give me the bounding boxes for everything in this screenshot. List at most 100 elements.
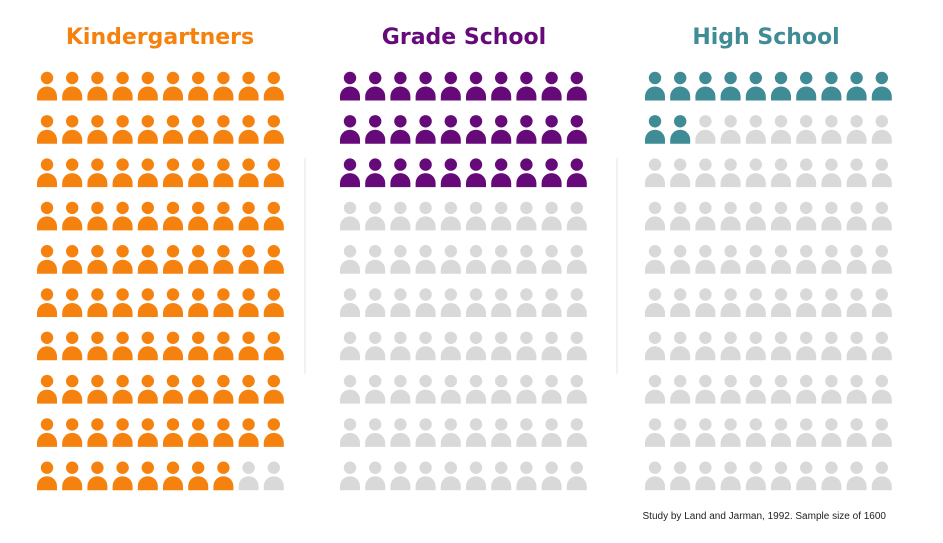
person-icon: [37, 374, 57, 404]
person-icon: [796, 374, 817, 404]
person-icon: [491, 418, 512, 447]
person-icon: [720, 418, 741, 447]
person-icon: [796, 461, 817, 491]
person-icon: [466, 374, 486, 404]
person-icon: [263, 201, 284, 231]
person-icon: [340, 461, 360, 491]
person-icon: [390, 71, 411, 101]
person-icon: [365, 245, 386, 274]
person-icon: [188, 158, 209, 188]
person-icon: [541, 461, 562, 491]
person-icon: [491, 245, 512, 274]
person-icon: [213, 374, 234, 404]
person-icon: [87, 461, 108, 491]
person-icon: [340, 418, 360, 447]
person-icon: [238, 245, 259, 274]
person-icon: [213, 71, 234, 101]
person-icon: [37, 331, 57, 361]
person-icon: [137, 201, 158, 231]
person-icon: [238, 115, 259, 144]
person-icon: [62, 461, 83, 491]
person-icon: [263, 418, 284, 447]
person-icon: [62, 115, 83, 144]
person-icon: [645, 418, 665, 447]
person-icon: [541, 71, 562, 101]
person-icon: [846, 201, 867, 231]
person-icon: [566, 115, 587, 144]
person-icon: [440, 71, 461, 101]
person-icon: [390, 374, 411, 404]
person-icon: [112, 201, 133, 231]
person-icon: [871, 71, 892, 101]
person-icon: [541, 374, 562, 404]
person-icon: [163, 461, 183, 491]
person-icon: [745, 331, 766, 361]
person-icon: [670, 115, 691, 144]
person-icon: [415, 158, 436, 188]
person-icon: [670, 245, 691, 274]
person-icon: [871, 374, 892, 404]
person-icon: [720, 158, 741, 188]
person-icon: [846, 331, 867, 361]
person-icon: [263, 331, 284, 361]
person-icon: [238, 288, 259, 317]
person-icon: [188, 331, 209, 361]
person-icon: [62, 201, 83, 231]
person-icon: [796, 71, 817, 101]
person-icon: [37, 418, 57, 447]
person-icon: [466, 158, 486, 188]
person-icon: [340, 331, 360, 361]
person-icon: [695, 158, 716, 188]
person-icon: [365, 115, 386, 144]
person-icon: [137, 115, 158, 144]
person-icon: [62, 245, 83, 274]
person-icon: [871, 245, 892, 274]
person-icon: [112, 245, 133, 274]
person-icon: [37, 288, 57, 317]
person-icon: [720, 115, 741, 144]
panel-title-kindergartners: Kindergartners: [66, 25, 254, 50]
person-icon: [821, 115, 842, 144]
person-icon: [37, 245, 57, 274]
person-icon: [516, 461, 537, 491]
person-icon: [695, 245, 716, 274]
person-icon: [670, 288, 691, 317]
person-icon: [340, 115, 360, 144]
person-icon: [516, 418, 537, 447]
person-icon: [415, 71, 436, 101]
person-icon: [390, 331, 411, 361]
person-icon: [846, 461, 867, 491]
person-icon: [645, 331, 665, 361]
person-icon: [566, 461, 587, 491]
person-icon: [87, 245, 108, 274]
person-icon: [415, 201, 436, 231]
person-icon: [37, 71, 57, 101]
person-icon: [163, 158, 183, 188]
person-icon: [440, 288, 461, 317]
person-icon: [771, 331, 791, 361]
person-icon: [466, 418, 486, 447]
person-icon: [645, 374, 665, 404]
person-icon: [821, 374, 842, 404]
person-icon: [137, 418, 158, 447]
person-icon: [566, 71, 587, 101]
person-icon: [213, 245, 234, 274]
person-icon: [415, 288, 436, 317]
person-icon: [491, 201, 512, 231]
person-icon: [516, 71, 537, 101]
source-note: Study by Land and Jarman, 1992. Sample s…: [643, 511, 887, 522]
person-icon: [720, 71, 741, 101]
person-icon: [62, 288, 83, 317]
person-icon: [263, 245, 284, 274]
person-icon: [466, 115, 486, 144]
person-icon: [188, 418, 209, 447]
person-icon: [188, 374, 209, 404]
person-icon: [340, 71, 360, 101]
person-icon: [365, 461, 386, 491]
person-icon: [670, 374, 691, 404]
person-icon: [491, 288, 512, 317]
person-icon: [87, 115, 108, 144]
person-icon: [365, 374, 386, 404]
person-icon: [87, 374, 108, 404]
